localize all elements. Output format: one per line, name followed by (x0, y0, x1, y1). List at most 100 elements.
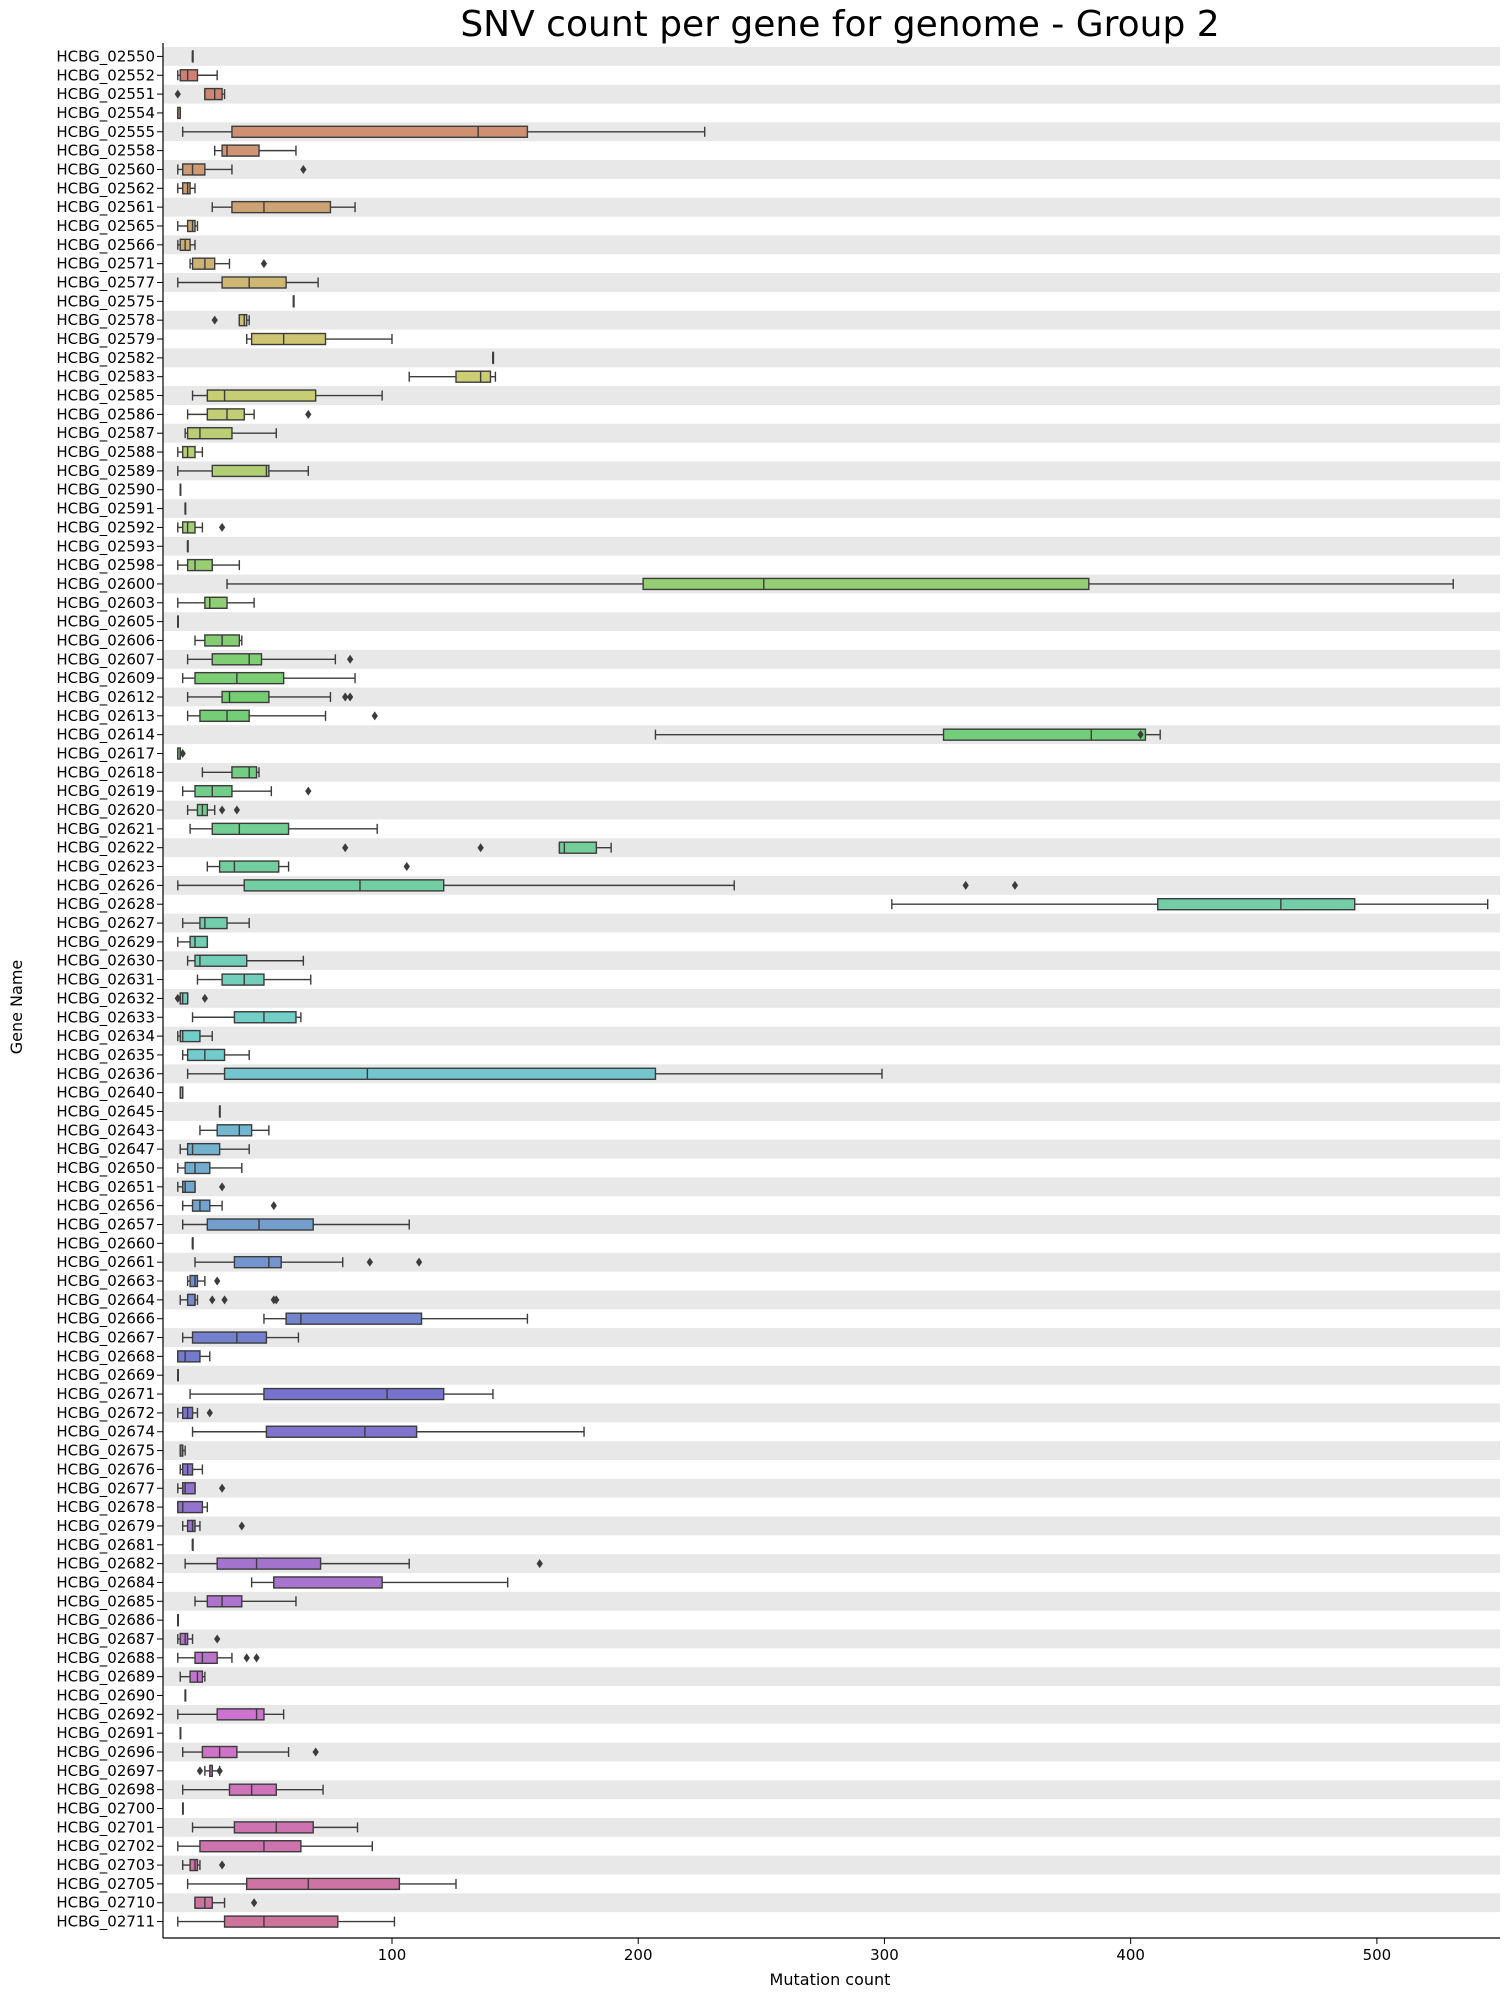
y-tick-label: HCBG_02661 (56, 1253, 155, 1272)
y-tick-labels: HCBG_02550HCBG_02552HCBG_02551HCBG_02554… (56, 47, 163, 1932)
iqr-box (186, 1519, 196, 1533)
gene-box-hcbg-02674 (191, 1425, 585, 1438)
iqr-box (189, 935, 209, 949)
gene-box-hcbg-02554 (177, 106, 181, 120)
gene-box-hcbg-02561 (211, 200, 356, 214)
y-tick-label: HCBG_02668 (56, 1347, 155, 1366)
y-tick-label: HCBG_02571 (56, 255, 155, 274)
y-tick-label: HCBG_02690 (56, 1687, 155, 1706)
gene-box-hcbg-02684 (250, 1576, 509, 1589)
iqr-box (177, 1500, 204, 1514)
y-tick-label: HCBG_02577 (56, 274, 155, 293)
gene-box-hcbg-02585 (191, 389, 383, 402)
y-tick-label: HCBG_02589 (56, 462, 155, 481)
iqr-box (181, 1482, 196, 1495)
gene-box-hcbg-02692 (177, 1708, 285, 1721)
y-tick-label: HCBG_02619 (56, 782, 155, 801)
iqr-box (186, 558, 213, 572)
gene-box-hcbg-02619 (181, 784, 312, 798)
outlier-point (1011, 880, 1019, 890)
iqr-box (221, 973, 265, 986)
y-tick-label: HCBG_02705 (56, 1875, 155, 1894)
outlier-point (233, 805, 241, 815)
row-stripe (163, 1365, 1500, 1385)
gene-box-hcbg-02587 (184, 427, 277, 440)
y-tick-label: HCBG_02672 (56, 1404, 155, 1423)
iqr-box (181, 521, 196, 534)
y-tick-label: HCBG_02566 (56, 236, 155, 255)
iqr-box (265, 1425, 418, 1438)
iqr-box (216, 1124, 253, 1137)
outlier-point (216, 1766, 223, 1776)
row-stripe (163, 1629, 1500, 1649)
row-stripe (163, 1139, 1500, 1159)
gene-box-hcbg-02705 (186, 1877, 457, 1891)
row-stripe (163, 47, 1500, 66)
iqr-box (206, 389, 317, 402)
y-tick-label: HCBG_02671 (56, 1385, 155, 1404)
row-stripe (163, 951, 1500, 971)
row-stripe (163, 1704, 1500, 1724)
iqr-box (186, 1048, 226, 1062)
iqr-box (204, 596, 228, 609)
gene-box-hcbg-02676 (179, 1463, 204, 1476)
gene-box-hcbg-02672 (177, 1406, 213, 1420)
row-stripe (163, 499, 1500, 518)
iqr-box (189, 1858, 199, 1872)
iqr-box (206, 1595, 243, 1608)
gene-box-hcbg-02640 (179, 1086, 184, 1099)
y-tick-label: HCBG_02640 (56, 1084, 155, 1103)
y-tick-label: HCBG_02621 (56, 820, 155, 839)
gene-box-hcbg-02636 (186, 1067, 883, 1080)
row-stripe (163, 1817, 1500, 1837)
row-stripe (163, 1026, 1500, 1046)
row-stripe (163, 423, 1500, 443)
outlier-point (201, 993, 209, 1003)
y-tick-label: HCBG_02697 (56, 1762, 155, 1781)
y-tick-label: HCBG_02643 (56, 1121, 155, 1140)
iqr-box (186, 1293, 196, 1307)
y-tick-label: HCBG_02609 (56, 669, 155, 688)
iqr-box (186, 427, 233, 440)
row-stripe (163, 1742, 1500, 1762)
y-tick-label: HCBG_02617 (56, 745, 155, 764)
x-tick-label: 200 (624, 1946, 653, 1964)
iqr-box (191, 1199, 211, 1212)
iqr-box (181, 1180, 196, 1194)
outlier-point (214, 1634, 221, 1644)
y-tick-label: HCBG_02701 (56, 1818, 155, 1837)
iqr-box (231, 766, 258, 779)
gene-box-hcbg-02612 (186, 690, 354, 704)
y-tick-label: HCBG_02631 (56, 971, 155, 990)
iqr-box (246, 1877, 401, 1891)
iqr-box (181, 163, 206, 176)
gene-box-hcbg-02666 (263, 1312, 529, 1325)
gene-box-hcbg-02701 (191, 1821, 359, 1834)
y-tick-label: HCBG_02684 (56, 1573, 155, 1592)
y-tick-label: HCBG_02689 (56, 1668, 155, 1687)
y-tick-label: HCBG_02558 (56, 142, 155, 161)
iqr-box (211, 822, 290, 836)
row-stripes (163, 47, 1500, 1913)
outlier-point (179, 749, 186, 758)
iqr-box (231, 125, 529, 138)
box-layer (174, 50, 1489, 1928)
gene-box-hcbg-02565 (177, 219, 199, 233)
gene-box-hcbg-02566 (177, 238, 196, 252)
row-stripe (163, 1215, 1500, 1234)
iqr-box (194, 784, 233, 798)
outlier-point (238, 1521, 245, 1531)
y-tick-label: HCBG_02614 (56, 726, 155, 745)
gene-box-hcbg-02690 (184, 1689, 187, 1702)
iqr-box (233, 1011, 297, 1024)
iqr-box (216, 1708, 265, 1721)
iqr-box (243, 879, 445, 892)
row-stripe (163, 1478, 1500, 1498)
gene-box-hcbg-02696 (181, 1745, 319, 1759)
x-tick-label: 500 (1363, 1946, 1392, 1964)
y-tick-label: HCBG_02685 (56, 1592, 155, 1611)
outlier-point (366, 1257, 373, 1267)
y-tick-label: HCBG_02645 (56, 1102, 155, 1121)
gene-box-hcbg-02579 (246, 332, 393, 346)
gene-box-hcbg-02555 (181, 125, 706, 138)
